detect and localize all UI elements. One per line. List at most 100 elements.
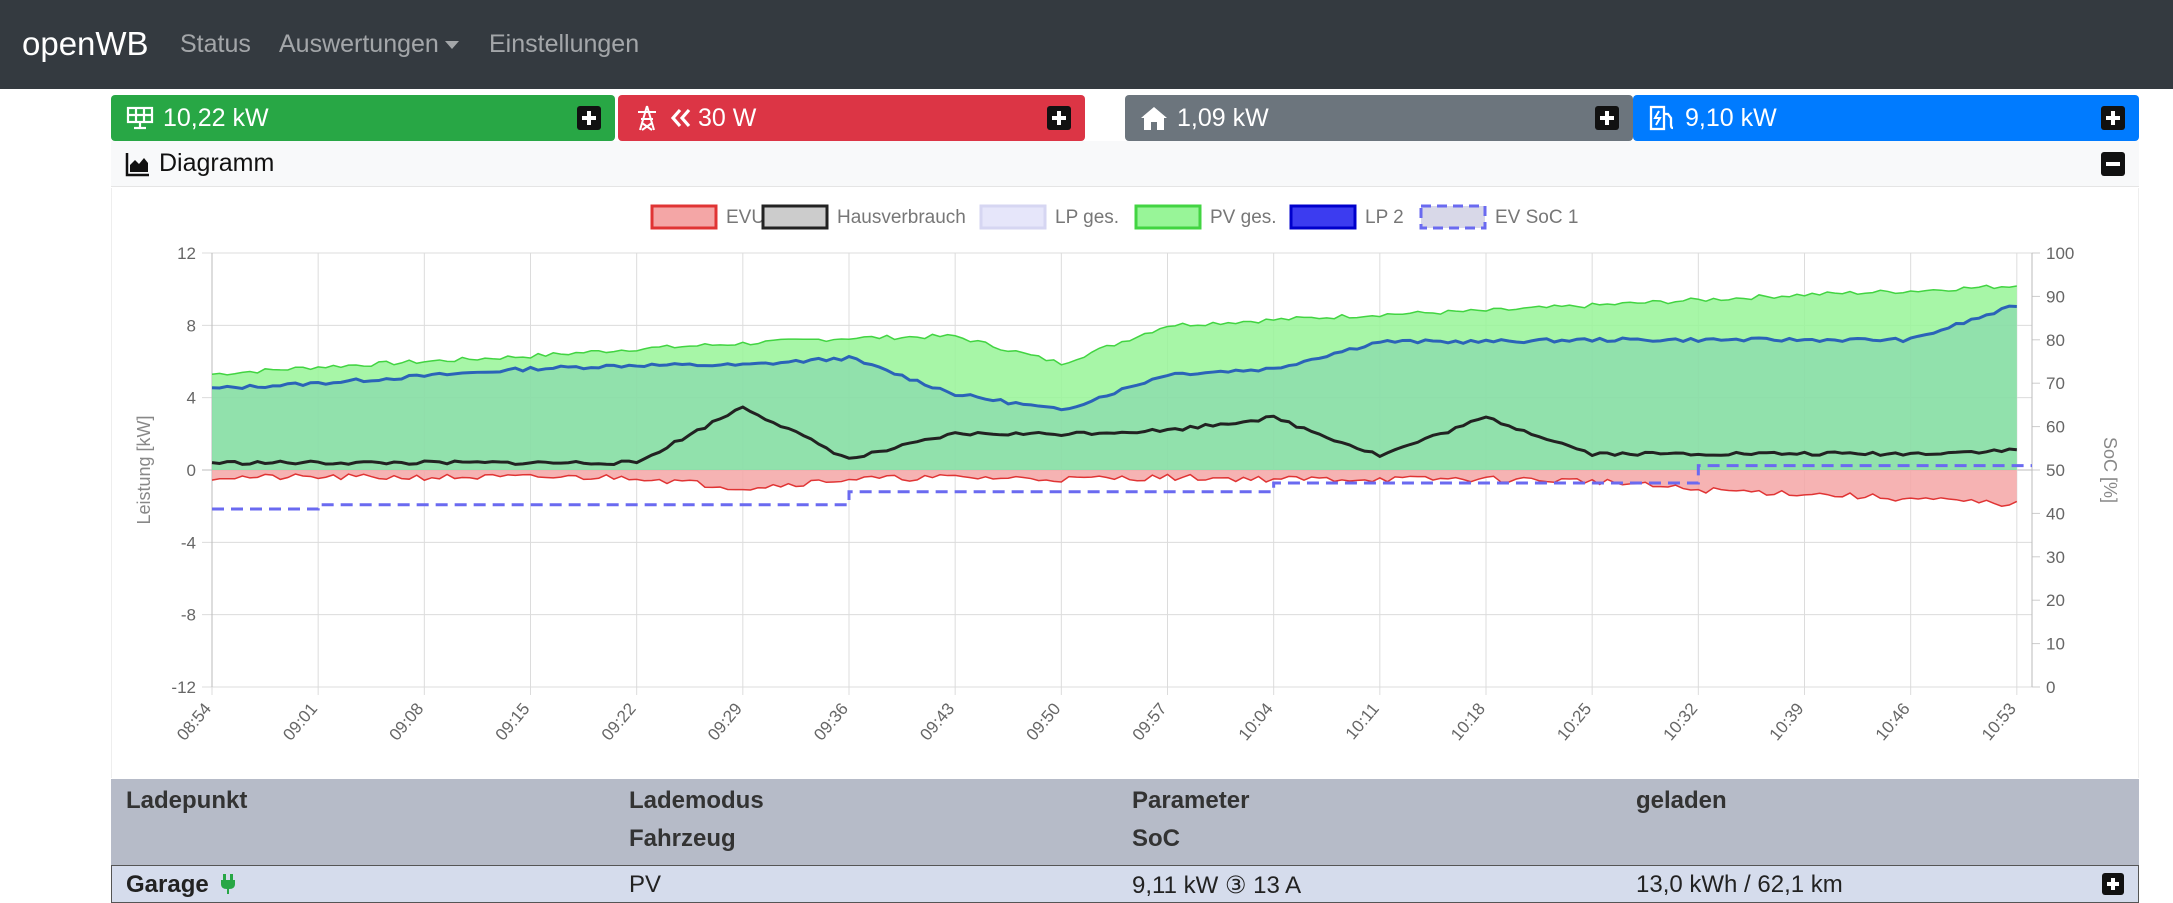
legend-label: LP 2 [1365, 207, 1404, 228]
header-fahrzeug: Fahrzeug [629, 825, 736, 852]
y-tick-label: -8 [181, 606, 196, 625]
legend-swatch [761, 204, 829, 230]
nav-status[interactable]: Status [180, 30, 251, 58]
x-tick-label: 09:22 [598, 699, 640, 744]
area-chart-icon [125, 152, 149, 176]
x-tick-label: 09:36 [810, 699, 852, 744]
legend-label: LP ges. [1055, 207, 1119, 228]
plug-icon [221, 874, 236, 894]
chart-container: 12 8 4 0 -4 -8 -12 100 90 80 70 60 50 40 30 20 10 0 08:54 0… [111, 188, 2139, 778]
y-tick-label: 0 [187, 461, 196, 480]
y2-tick-label: 40 [2046, 504, 2065, 523]
row-ladepunkt: Garage [126, 871, 237, 899]
chevron-down-icon [444, 41, 459, 50]
brand-logo[interactable]: openWB [22, 25, 149, 62]
x-tick-label: 09:01 [279, 699, 321, 744]
x-tick-label: 10:11 [1342, 699, 1383, 743]
legend-swatch [1134, 204, 1202, 230]
row-parameter: 9,11 kW ③ 13 A [1132, 872, 1302, 899]
collapse-minus-icon[interactable] [2101, 152, 2125, 176]
expand-plus-icon[interactable] [1047, 106, 1071, 130]
tile-pv-value: 10,22 kW [163, 103, 269, 132]
row-lademodus[interactable]: PV [629, 871, 662, 898]
x-tick-label: 10:32 [1659, 699, 1701, 744]
solar-panel-icon [126, 106, 154, 130]
table-row[interactable]: Garage PV 9,11 kW ③ 13 A 13,0 kWh / 62,1… [111, 865, 2139, 903]
pv-area [212, 285, 2017, 470]
legend-label: EV SoC 1 [1495, 207, 1578, 228]
legend-label: PV ges. [1210, 207, 1277, 228]
y-tick-label: 8 [187, 316, 196, 335]
double-chevron-left-icon [670, 108, 691, 128]
power-tower-icon [638, 105, 656, 131]
legend-swatch [1289, 204, 1357, 230]
expand-plus-icon[interactable] [2101, 106, 2125, 130]
tile-evu-value: 30 W [698, 103, 757, 132]
x-tick-label: 09:29 [704, 699, 746, 744]
tile-evu[interactable]: 30 W [618, 95, 1085, 141]
tile-lp[interactable]: 9,10 kW [1633, 95, 2139, 141]
legend-label: Hausverbrauch [837, 207, 966, 228]
y2-tick-label: 0 [2046, 678, 2055, 697]
x-tick-label: 09:08 [385, 699, 427, 744]
y-tick-label: 4 [187, 389, 196, 408]
y2-axis-label: SoC [%] [2100, 437, 2120, 503]
y2-tick-label: 30 [2046, 548, 2065, 567]
top-navbar: openWB Status Auswertungen Einstellungen [0, 0, 2173, 89]
tile-house[interactable]: 1,09 kW [1125, 95, 1633, 141]
y-axis-label: Leistung [kW] [134, 415, 154, 524]
y2-tick-label: 10 [2046, 635, 2065, 654]
y2-tick-label: 60 [2046, 418, 2065, 437]
pv-line [211, 284, 2017, 376]
row-geladen: 13,0 kWh / 62,1 km [1636, 871, 1843, 898]
hausverbrauch-line [211, 405, 2017, 466]
legend-swatch [979, 204, 1047, 230]
tile-house-value: 1,09 kW [1177, 103, 1269, 132]
x-tick-label: 09:57 [1129, 699, 1171, 744]
x-tick-label: 10:53 [1978, 699, 2020, 744]
diagram-title: Diagramm [159, 149, 275, 177]
home-icon [1141, 107, 1167, 130]
legend-swatch [650, 204, 718, 230]
expand-plus-icon[interactable] [2102, 873, 2124, 895]
x-tick-label: 10:25 [1553, 699, 1595, 744]
y2-tick-label: 90 [2046, 287, 2065, 306]
nav-auswertungen-label: Auswertungen [279, 30, 439, 58]
nav-einstellungen[interactable]: Einstellungen [489, 30, 640, 58]
y-tick-label: 12 [177, 244, 196, 263]
x-tick-label: 09:15 [492, 699, 534, 744]
ev-soc-line [212, 464, 2032, 511]
lp2-line [211, 304, 2017, 412]
y-tick-label: -4 [181, 533, 196, 552]
x-tick-label: 10:04 [1235, 699, 1277, 744]
lp2-area [212, 306, 2017, 470]
header-parameter: Parameter [1132, 787, 1250, 814]
evu-line [211, 473, 2018, 507]
x-tick-label: 10:39 [1766, 699, 1808, 744]
y2-tick-label: 70 [2046, 374, 2065, 393]
x-tick-label: 10:18 [1447, 699, 1489, 744]
diagram-header[interactable]: Diagramm [111, 141, 2139, 187]
legend-swatch [1419, 204, 1487, 230]
x-tick-label: 09:50 [1022, 699, 1064, 744]
y2-tick-label: 80 [2046, 331, 2065, 350]
expand-plus-icon[interactable] [1595, 106, 1619, 130]
x-tick-label: 08:54 [173, 699, 215, 744]
tile-lp-value: 9,10 kW [1685, 103, 1777, 132]
header-ladepunkt: Ladepunkt [126, 787, 248, 814]
y-tick-label: -12 [171, 678, 196, 697]
tile-pv[interactable]: 10,22 kW [111, 95, 615, 141]
charging-station-icon [1649, 105, 1674, 131]
evu-area [212, 470, 2017, 507]
x-tick-label: 10:46 [1872, 699, 1914, 744]
header-soc: SoC [1132, 825, 1180, 852]
expand-plus-icon[interactable] [577, 106, 601, 130]
y2-tick-label: 50 [2046, 461, 2065, 480]
y2-tick-label: 100 [2046, 244, 2074, 263]
x-tick-label: 09:43 [916, 699, 958, 744]
ladepunkt-name: Garage [126, 871, 209, 898]
y2-tick-label: 20 [2046, 591, 2065, 610]
legend-label: EVU [726, 207, 765, 228]
nav-auswertungen[interactable]: Auswertungen [279, 26, 459, 62]
